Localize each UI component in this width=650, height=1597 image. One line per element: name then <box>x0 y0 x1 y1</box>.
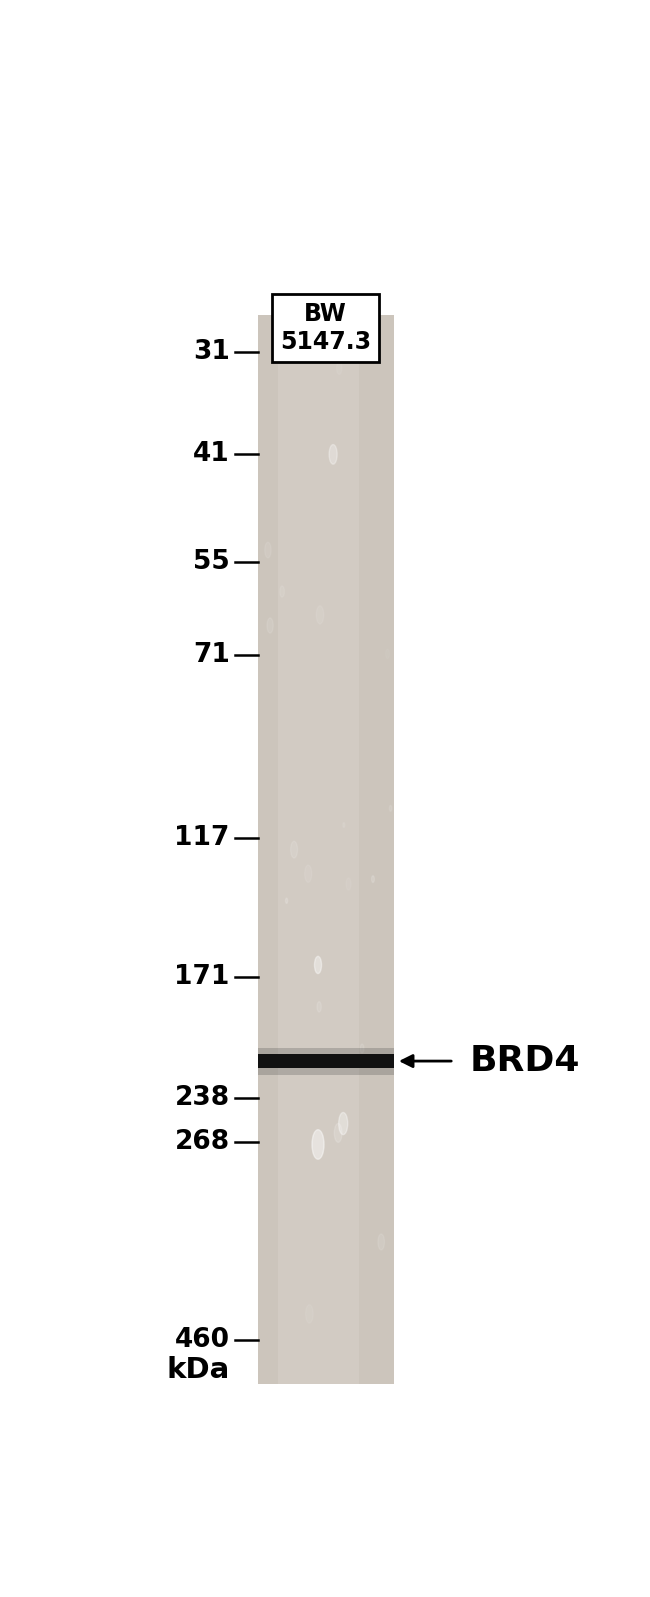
Circle shape <box>317 605 324 624</box>
Text: 117: 117 <box>174 826 230 851</box>
Circle shape <box>334 1123 342 1142</box>
Text: 171: 171 <box>174 965 230 990</box>
Text: 31: 31 <box>193 339 230 366</box>
Circle shape <box>285 898 288 904</box>
Bar <box>278 315 359 1385</box>
Circle shape <box>337 361 342 374</box>
Text: 41: 41 <box>193 441 230 468</box>
Circle shape <box>305 866 312 883</box>
Circle shape <box>372 875 374 883</box>
Text: BW
5147.3: BW 5147.3 <box>280 302 371 355</box>
Circle shape <box>339 1113 348 1134</box>
Text: BRD4: BRD4 <box>469 1044 580 1078</box>
Circle shape <box>346 878 351 890</box>
Circle shape <box>312 1129 324 1159</box>
Bar <box>257 1048 394 1075</box>
Bar <box>257 1054 394 1068</box>
Circle shape <box>267 618 273 632</box>
Circle shape <box>360 1044 364 1052</box>
Bar <box>257 315 394 1385</box>
Circle shape <box>378 1234 385 1250</box>
Circle shape <box>306 1305 313 1322</box>
Text: 460: 460 <box>175 1327 230 1353</box>
Circle shape <box>280 586 285 597</box>
Circle shape <box>291 842 298 858</box>
Text: 55: 55 <box>193 549 230 575</box>
Circle shape <box>343 822 345 827</box>
Text: 268: 268 <box>175 1129 230 1155</box>
Text: 71: 71 <box>193 642 230 669</box>
Circle shape <box>315 957 322 974</box>
Text: kDa: kDa <box>166 1356 230 1385</box>
Circle shape <box>265 543 271 557</box>
Circle shape <box>389 805 392 811</box>
Circle shape <box>329 444 337 465</box>
Circle shape <box>317 1001 321 1012</box>
Text: 238: 238 <box>175 1086 230 1112</box>
